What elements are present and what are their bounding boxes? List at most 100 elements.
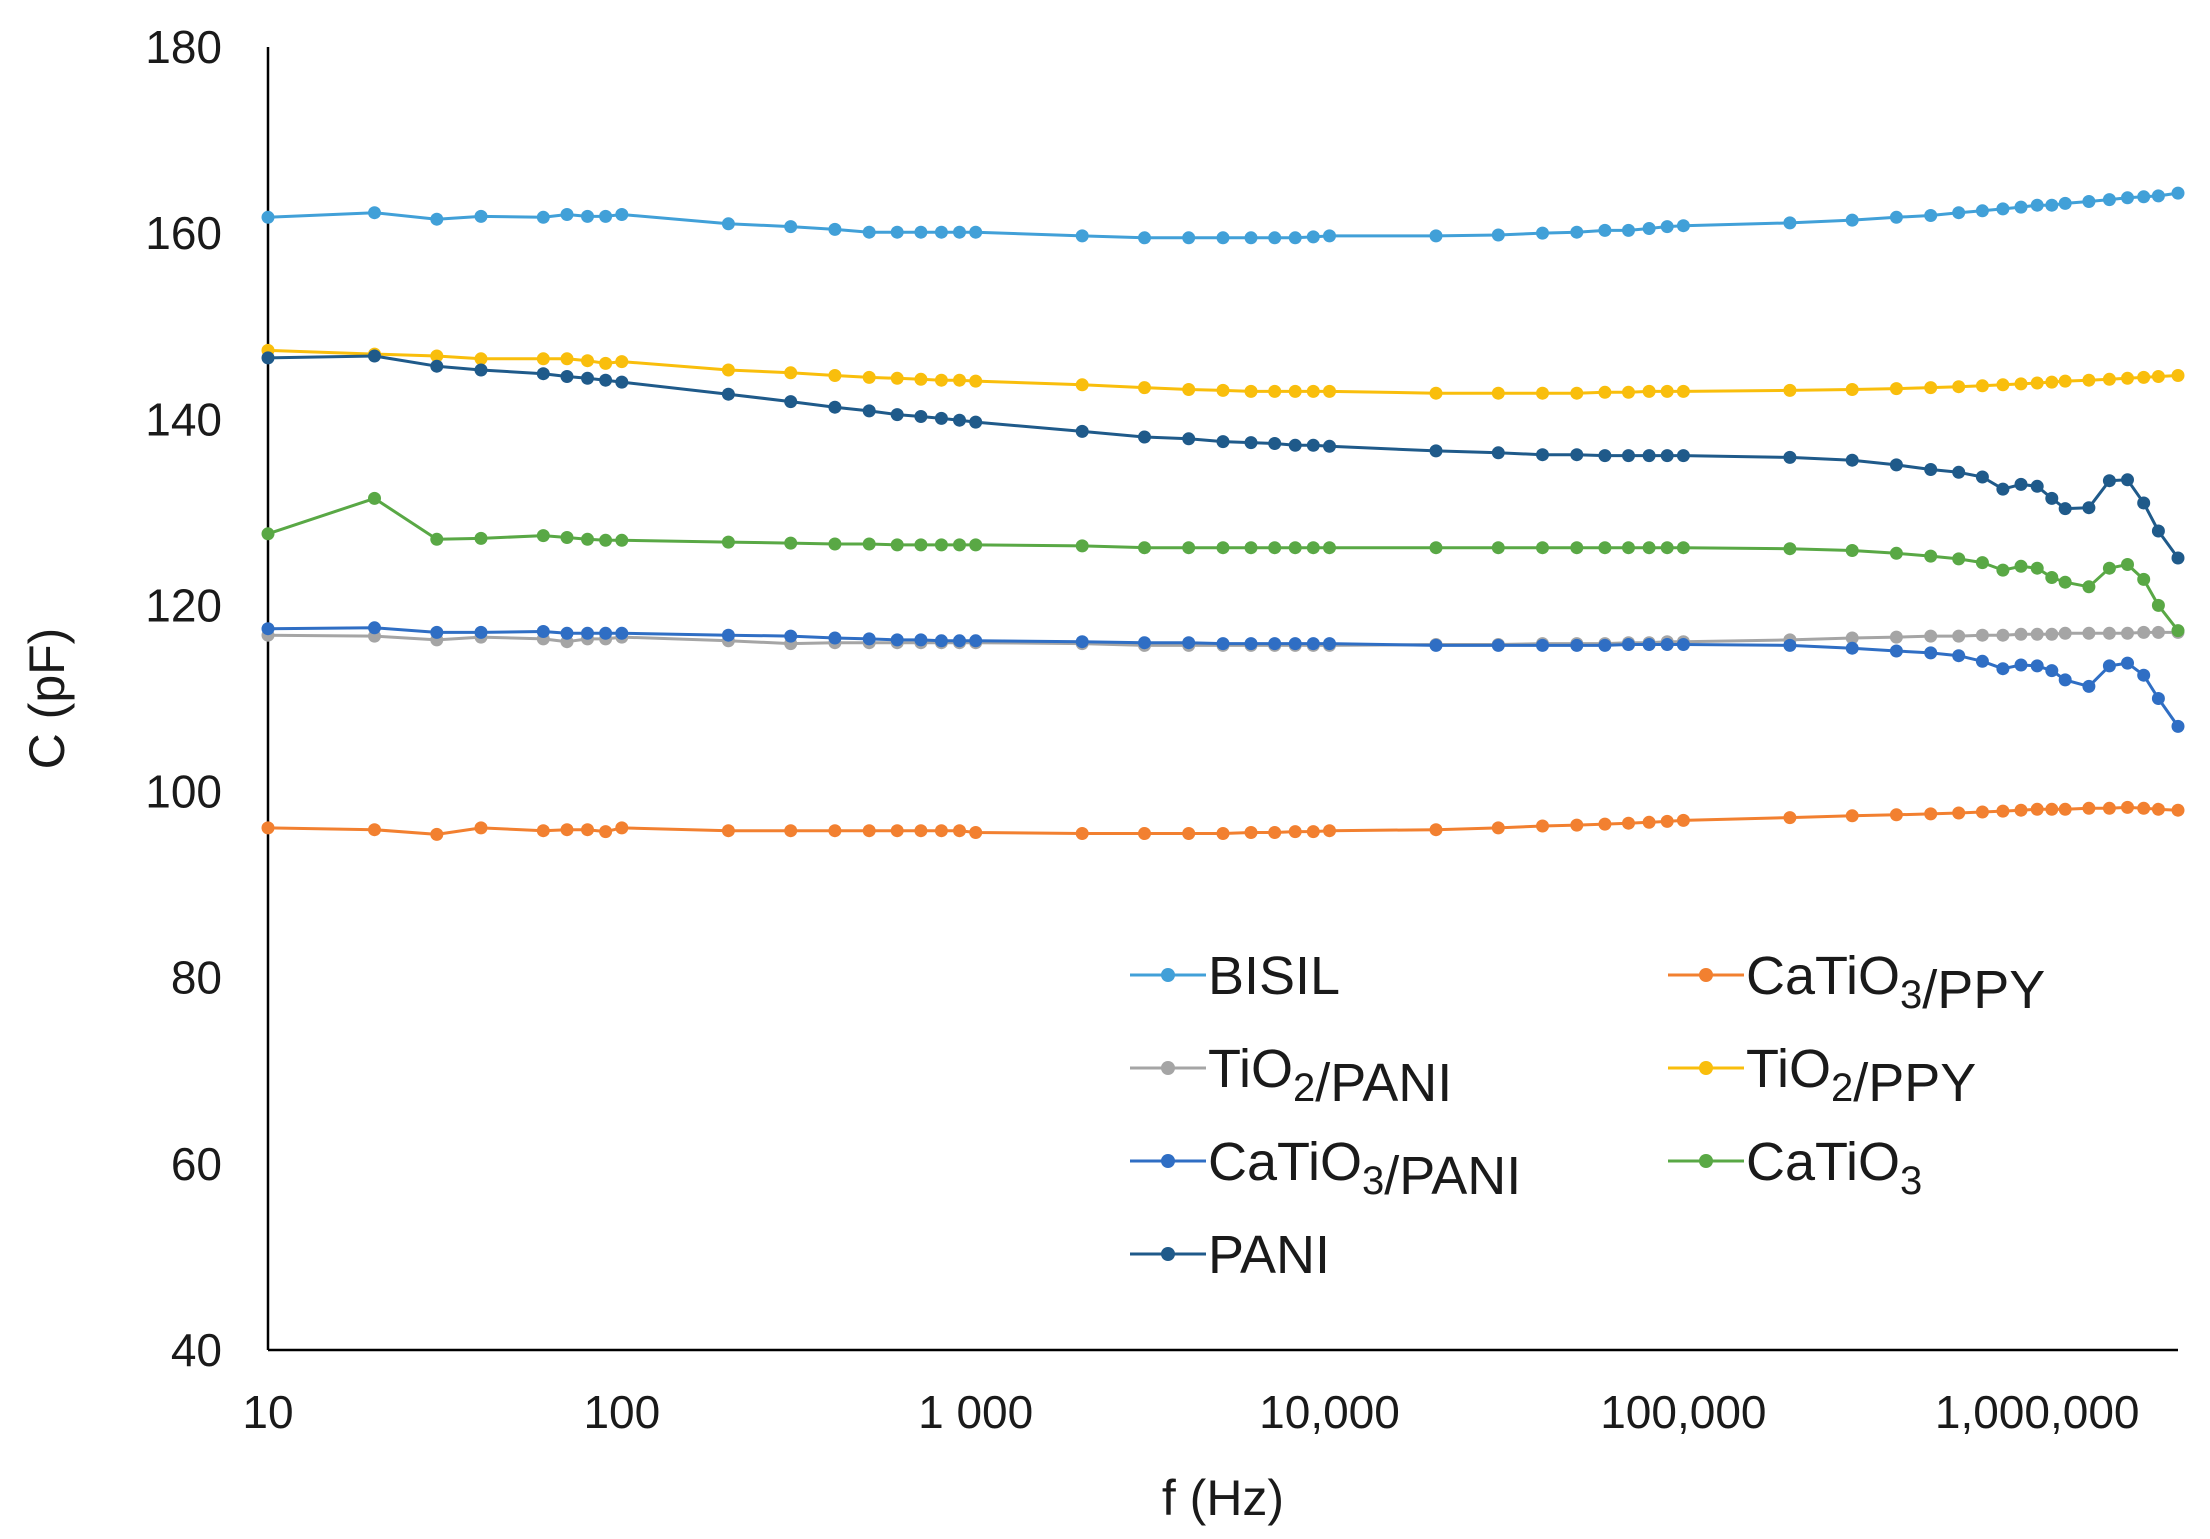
data-point	[1889, 546, 1903, 560]
data-point	[2137, 496, 2151, 510]
data-point	[1536, 386, 1549, 400]
data-point	[1536, 448, 1549, 462]
data-point	[599, 626, 613, 640]
data-point	[615, 821, 629, 835]
data-point	[430, 359, 444, 373]
data-point	[1996, 662, 2010, 676]
data-point	[2045, 627, 2059, 641]
y-tick-label: 160	[145, 207, 222, 259]
data-point	[1288, 438, 1302, 452]
data-point	[1491, 541, 1505, 555]
data-point	[1622, 385, 1635, 399]
data-point	[1268, 437, 1282, 450]
y-tick-label: 40	[171, 1324, 222, 1376]
data-point	[2137, 625, 2151, 639]
data-point	[1642, 638, 1656, 651]
data-point	[1182, 827, 1196, 840]
data-point	[2121, 656, 2134, 670]
data-point	[1924, 381, 1938, 395]
data-point	[1323, 229, 1336, 243]
data-point	[474, 352, 488, 366]
data-point	[261, 351, 275, 365]
data-point	[953, 538, 966, 552]
data-point	[953, 824, 966, 838]
data-point	[1491, 821, 1505, 835]
data-point	[784, 629, 798, 643]
data-point	[828, 369, 842, 382]
legend-label: CaTiO3/PANI	[1208, 1132, 1521, 1206]
data-point	[1138, 381, 1151, 395]
data-point	[368, 206, 381, 220]
data-point	[721, 363, 735, 377]
series-bisil	[261, 186, 2185, 245]
data-point	[1216, 435, 1230, 449]
data-point	[581, 371, 594, 385]
data-point	[2151, 370, 2165, 383]
data-point	[1216, 541, 1230, 555]
legend-item: BISIL	[1130, 946, 1340, 1006]
data-point	[1536, 819, 1549, 833]
data-point	[1429, 386, 1443, 400]
data-point	[2058, 802, 2072, 816]
data-point	[862, 824, 876, 838]
data-point	[2137, 190, 2151, 204]
data-point	[934, 538, 948, 552]
data-point	[1491, 386, 1505, 400]
x-tick-label: 10,000	[1259, 1386, 1400, 1438]
data-point	[890, 408, 904, 422]
data-point	[784, 824, 798, 838]
data-point	[1996, 202, 2010, 216]
data-point	[1975, 379, 1989, 393]
data-point	[1676, 384, 1690, 398]
data-point	[1138, 231, 1151, 245]
legend-item: CaTiO3/PPY	[1668, 946, 2045, 1020]
legend-label: PANI	[1208, 1225, 1330, 1285]
data-point	[2045, 375, 2059, 389]
data-point	[1288, 825, 1302, 839]
data-point	[560, 370, 574, 383]
legend-item: CaTiO3/PANI	[1130, 1132, 1521, 1206]
data-point	[1642, 222, 1656, 235]
data-point	[536, 367, 550, 381]
data-point	[1244, 231, 1258, 245]
data-point	[1288, 384, 1302, 398]
data-point	[828, 537, 842, 551]
data-point	[2102, 626, 2116, 640]
data-point	[1138, 430, 1151, 444]
data-point	[1598, 638, 1612, 652]
data-point	[474, 531, 488, 545]
data-point	[1924, 807, 1938, 821]
data-point	[1660, 814, 1674, 828]
y-tick-label: 80	[171, 952, 222, 1004]
y-tick-label: 180	[145, 21, 222, 73]
data-point	[862, 370, 876, 384]
data-point	[1622, 541, 1635, 555]
data-point	[1323, 824, 1336, 838]
data-point	[368, 491, 381, 505]
data-point	[862, 632, 876, 646]
data-point	[1138, 541, 1151, 555]
data-point	[2082, 195, 2096, 208]
data-point	[2151, 189, 2165, 203]
data-point	[2058, 626, 2072, 640]
data-point	[1306, 438, 1320, 452]
data-point	[1570, 818, 1584, 832]
data-point	[1676, 219, 1690, 233]
data-point	[862, 537, 876, 551]
data-point	[1783, 450, 1797, 464]
data-point	[2171, 719, 2185, 733]
data-point	[430, 212, 444, 226]
x-axis-ticks: 10 100 1 000 10,000 100,000 1,000,000	[242, 1386, 2139, 1438]
data-point	[934, 824, 948, 838]
data-point	[536, 824, 550, 838]
data-point	[1783, 383, 1797, 397]
data-point	[953, 413, 966, 427]
data-point	[1138, 636, 1151, 650]
data-point	[1429, 638, 1443, 652]
data-point	[1268, 826, 1282, 839]
data-point	[2030, 659, 2044, 673]
y-tick-label: 120	[145, 579, 222, 631]
data-point	[1075, 229, 1089, 243]
data-point	[2058, 673, 2072, 687]
